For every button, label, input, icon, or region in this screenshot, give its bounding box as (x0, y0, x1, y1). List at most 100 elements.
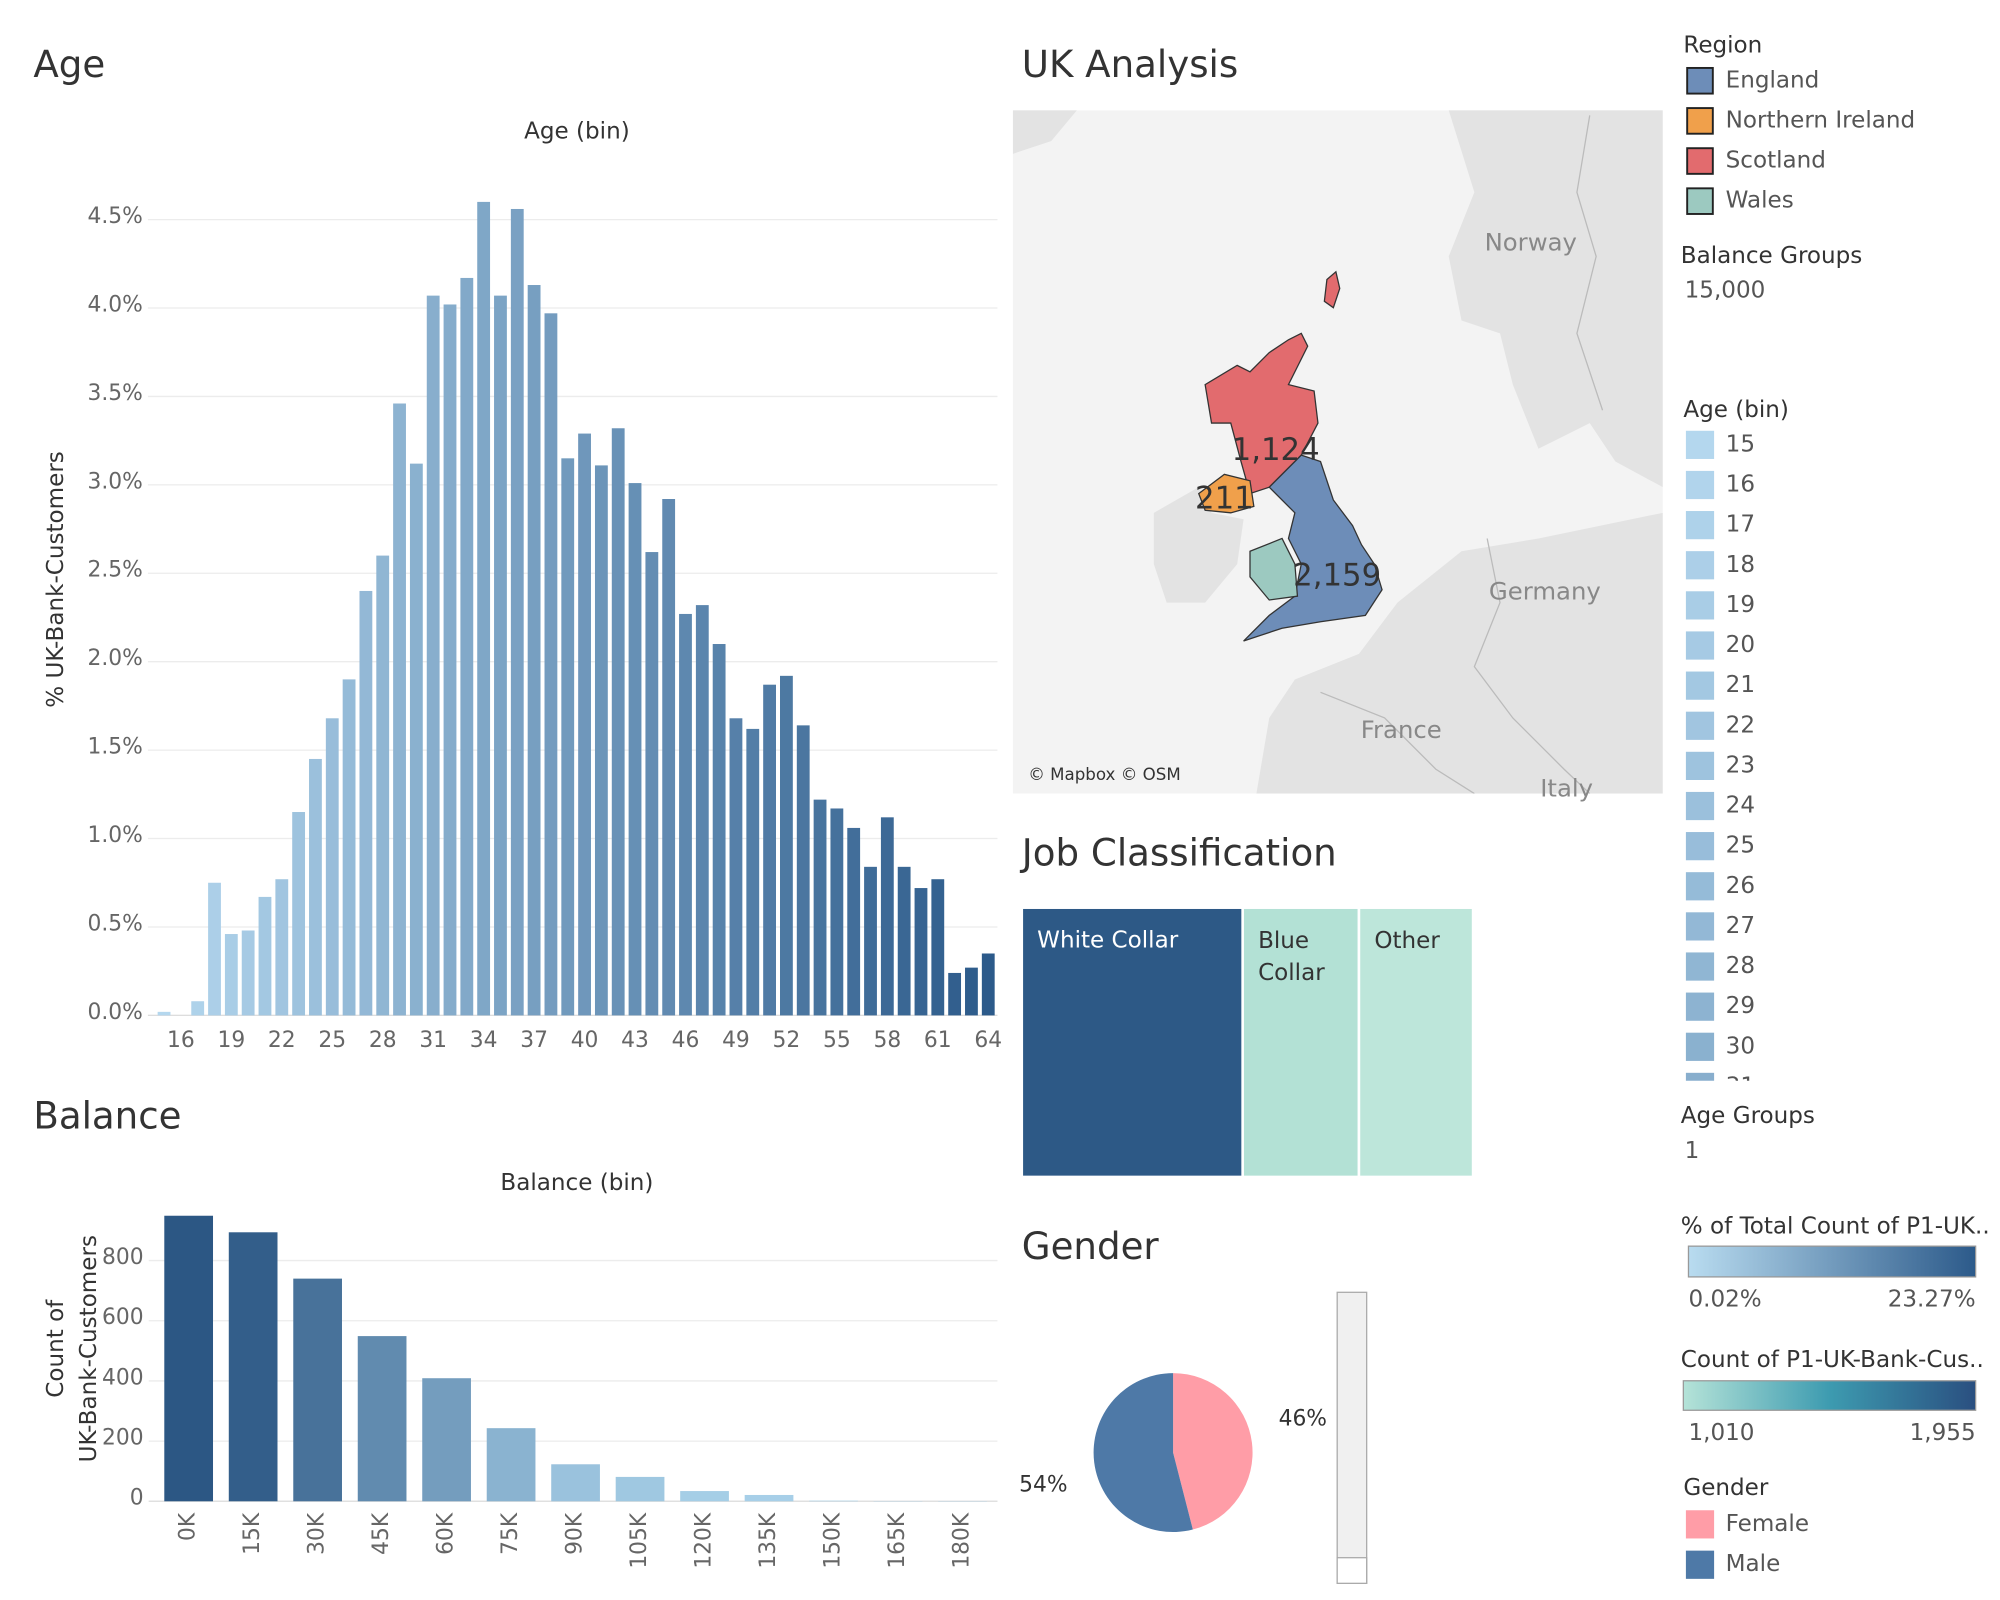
bar (981, 953, 995, 1016)
bar (830, 808, 844, 1016)
y-tick-label: 4.5% (87, 204, 142, 229)
legend-swatch (1685, 551, 1715, 580)
legend-label: 27 (1726, 913, 1755, 939)
y-tick-label: 2.5% (87, 558, 142, 583)
bar (191, 1001, 205, 1016)
bar (746, 728, 760, 1016)
y-tick-label: 800 (102, 1245, 144, 1270)
legend-label: 30 (1726, 1033, 1755, 1059)
legend-label: 21 (1726, 672, 1755, 698)
scrollbar[interactable] (1336, 1291, 1368, 1584)
legend-label: 16 (1726, 472, 1755, 498)
x-tick-label: 22 (268, 1028, 296, 1053)
balance-y-label: UK-Bank-Customers (76, 1235, 102, 1462)
legend-swatch (1685, 711, 1715, 740)
place-label: Italy (1540, 774, 1593, 803)
legend-value: 1 (1685, 1138, 1700, 1164)
bar (578, 433, 591, 1016)
region-northern-ireland (1197, 473, 1255, 514)
bar (561, 458, 575, 1016)
scroll-thumb[interactable] (1336, 1557, 1368, 1584)
balance-axis-title: Balance (bin) (500, 1170, 653, 1196)
x-tick-label: 52 (773, 1028, 801, 1053)
x-tick-label: 105K (627, 1512, 652, 1569)
y-tick-label: 1.5% (87, 735, 142, 760)
legend-label: 15 (1726, 431, 1755, 457)
bar (275, 879, 289, 1016)
legend-label: Female (1726, 1511, 1809, 1537)
bar (309, 758, 322, 1016)
bar (931, 879, 945, 1016)
bar (292, 812, 306, 1016)
legend-title: Region (1683, 33, 1762, 59)
legend-title: % of Total Count of P1-UK.. (1681, 1213, 1990, 1239)
legend-swatch (1685, 591, 1715, 620)
bar (486, 1428, 536, 1502)
legend-swatch (1685, 1550, 1715, 1579)
y-tick-label: 0.0% (87, 1000, 142, 1025)
legend-swatch (1685, 992, 1715, 1021)
bar (847, 827, 861, 1016)
legend-title: Balance Groups (1681, 243, 1863, 269)
legend-title: Gender (1683, 1475, 1769, 1501)
x-tick-label: 55 (823, 1028, 851, 1053)
x-tick-label: 49 (722, 1028, 750, 1053)
land (1012, 110, 1077, 154)
bar (965, 967, 978, 1016)
legend-value: 15,000 (1685, 278, 1766, 304)
bar (409, 463, 423, 1016)
y-tick-label: 0 (130, 1486, 144, 1511)
place-label: Germany (1489, 576, 1601, 605)
legend-swatch (1685, 912, 1715, 941)
bar (948, 972, 962, 1016)
x-tick-label: 25 (318, 1028, 346, 1053)
land (1448, 110, 1663, 488)
bar (744, 1494, 794, 1502)
legend-label: 29 (1726, 993, 1755, 1019)
bar (763, 684, 777, 1016)
x-tick-label: 43 (621, 1028, 649, 1053)
legend-label: Wales (1726, 188, 1794, 214)
legend-swatch (1685, 511, 1715, 540)
bar (393, 403, 406, 1016)
land (1256, 512, 1663, 794)
legend-label: 24 (1726, 793, 1755, 819)
bar (914, 888, 928, 1016)
legend-label: England (1726, 67, 1820, 93)
bar (224, 934, 238, 1016)
pie-label: 54% (1019, 1473, 1067, 1498)
legend-min: 1,010 (1688, 1420, 1754, 1446)
treemap-label: White Collar (1037, 928, 1179, 954)
bar (695, 605, 709, 1016)
gender-title: Gender (1022, 1224, 1160, 1268)
bar (645, 552, 659, 1016)
bar (780, 675, 793, 1016)
treemap-cell (1241, 906, 1361, 1179)
legend-swatch (1686, 107, 1714, 135)
bar (460, 277, 474, 1016)
bar (258, 896, 272, 1016)
y-tick-label: 2.0% (87, 646, 142, 671)
region-england (1243, 454, 1383, 642)
x-tick-label: 61 (924, 1028, 952, 1053)
bar (628, 483, 642, 1016)
legend-swatch (1685, 832, 1715, 861)
place-label: France (1361, 715, 1442, 744)
bar (357, 1336, 407, 1502)
x-tick-label: 28 (369, 1028, 397, 1053)
bar (897, 866, 911, 1016)
x-tick-label: 46 (672, 1028, 700, 1053)
legend-swatch (1686, 147, 1714, 175)
legend-label: 31 (1726, 1073, 1755, 1099)
x-tick-label: 165K (885, 1512, 910, 1569)
map-attribution: © Mapbox © OSM (1028, 765, 1181, 784)
balance-y-label: Count of (43, 1299, 69, 1398)
x-tick-label: 90K (563, 1512, 588, 1555)
legend-title: Count of P1-UK-Bank-Cus.. (1681, 1347, 1984, 1373)
legend-max: 1,955 (1910, 1420, 1976, 1446)
x-tick-label: 45K (369, 1512, 394, 1555)
place-label: Norway (1485, 228, 1577, 257)
legend-swatch (1685, 1032, 1715, 1061)
y-tick-label: 200 (102, 1426, 144, 1451)
